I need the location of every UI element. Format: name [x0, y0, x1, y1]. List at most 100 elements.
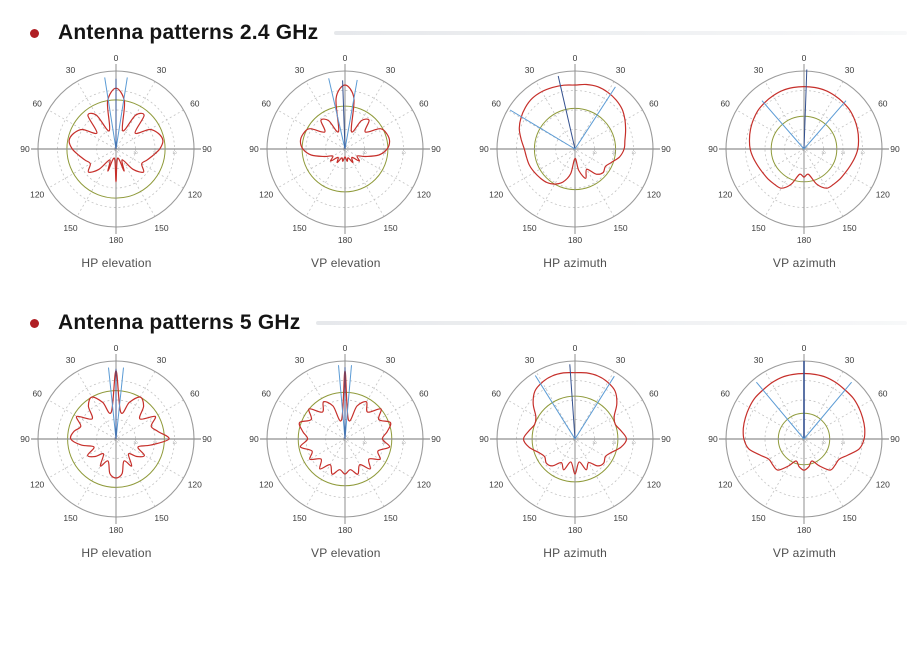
polar-chart-hp-elevation-2g4: 30 20 10 0 30 30 60 60 90 90 120 120 150 150 180 HP ele…: [6, 54, 227, 270]
grid-radial: [506, 109, 643, 189]
beamwidth-line: [328, 78, 346, 150]
angle-label: 30: [524, 355, 534, 365]
grid-radial: [535, 371, 615, 507]
grid-radial: [48, 399, 184, 479]
beamwidth-line: [574, 86, 616, 150]
angle-label: 30: [157, 65, 167, 75]
ring-label: 30: [363, 151, 367, 155]
angle-label: 120: [489, 480, 503, 490]
angle-label: 180: [797, 235, 811, 245]
angle-label: 90: [661, 434, 671, 444]
grid-radial: [736, 109, 872, 189]
grid-radial: [736, 109, 872, 189]
angle-label: 90: [20, 144, 30, 154]
pattern-curve: [748, 86, 860, 189]
angle-label: 120: [417, 190, 431, 200]
ring-label: 10: [631, 151, 635, 155]
ring-label: 20: [841, 151, 845, 155]
angle-label: 150: [63, 223, 77, 233]
grid-radial: [277, 109, 414, 189]
beamwidth-line: [756, 381, 805, 440]
chart-caption: HP azimuth: [543, 546, 608, 560]
grid-radial: [535, 81, 615, 217]
angle-label: 90: [479, 434, 489, 444]
charts-row-2g4: 30 20 10 0 30 30 60 60 90 90 120 120 150 150 180 HP ele…: [0, 54, 921, 270]
angle-label: 60: [190, 99, 200, 109]
angle-label: 180: [109, 235, 123, 245]
angle-label: 150: [384, 223, 398, 233]
grid-radial: [76, 371, 156, 507]
pattern-curve: [742, 372, 866, 471]
angle-label: 90: [20, 434, 30, 444]
beamwidth-line: [761, 100, 805, 150]
ring-label: 10: [173, 441, 177, 445]
grid-radial: [535, 371, 615, 507]
angle-label: 90: [202, 434, 212, 444]
ring-label: 20: [153, 441, 157, 445]
angle-label: 150: [63, 513, 77, 523]
charts-row-5g: 30 20 10 0 30 30 60 60 90 90 120 120 150 150 180 HP ele…: [0, 344, 921, 560]
angle-label: 30: [845, 65, 855, 75]
pattern-curve: [300, 84, 391, 164]
bullet-icon: [30, 28, 39, 38]
angle-label: 120: [30, 480, 44, 490]
angle-label: 150: [522, 223, 536, 233]
angle-label: 60: [32, 389, 42, 399]
ring-label: 20: [612, 151, 616, 155]
angle-label: 150: [293, 513, 307, 523]
chart-caption: HP elevation: [81, 256, 152, 270]
angle-label: 0: [802, 54, 807, 63]
angle-label: 90: [432, 144, 442, 154]
angle-label: 150: [842, 223, 856, 233]
angle-label: 30: [66, 65, 76, 75]
angle-label: 180: [797, 525, 811, 535]
angle-label: 120: [646, 190, 660, 200]
beamwidth-line: [534, 375, 576, 440]
angle-label: 60: [262, 389, 272, 399]
angle-label: 120: [646, 480, 660, 490]
angle-label: 90: [479, 144, 489, 154]
grid-radial: [736, 399, 872, 479]
angle-label: 90: [250, 434, 260, 444]
angle-label: 0: [343, 54, 348, 63]
ring-label: 30: [821, 441, 825, 445]
angle-label: 0: [572, 344, 577, 353]
beamwidth-line: [344, 365, 353, 440]
angle-label: 150: [613, 513, 627, 523]
chart-caption: VP elevation: [311, 256, 381, 270]
ring-label: 30: [592, 151, 596, 155]
angle-label: 30: [295, 355, 305, 365]
pattern-curve: [298, 369, 392, 475]
ring-label: 20: [382, 441, 386, 445]
angle-label: 60: [649, 389, 659, 399]
header-rule: [316, 321, 907, 325]
angle-label: 60: [32, 99, 42, 109]
angle-label: 90: [432, 434, 442, 444]
grid-radial: [277, 399, 414, 479]
beamwidth-line: [115, 77, 128, 150]
section-2g4: Antenna patterns 2.4 GHz 30 20 10 0 30 30 60 60…: [0, 14, 921, 270]
angle-label: 60: [491, 99, 501, 109]
angle-label: 30: [754, 355, 764, 365]
angle-label: 30: [754, 65, 764, 75]
angle-label: 60: [419, 99, 429, 109]
angle-label: 120: [718, 480, 732, 490]
header-rule: [334, 31, 907, 35]
angle-label: 30: [386, 65, 396, 75]
chart-caption: HP azimuth: [543, 256, 608, 270]
beamwidth-line: [803, 100, 847, 150]
ring-label: 20: [382, 151, 386, 155]
grid-radial: [76, 371, 156, 507]
section-title-2g4: Antenna patterns 2.4 GHz: [58, 21, 319, 44]
angle-label: 120: [876, 190, 890, 200]
ring-label: 10: [402, 441, 406, 445]
angle-label: 90: [708, 434, 718, 444]
beamwidth-line: [803, 69, 808, 150]
ring-label: 30: [821, 151, 825, 155]
angle-label: 180: [568, 235, 582, 245]
chart-caption: HP elevation: [81, 546, 152, 560]
